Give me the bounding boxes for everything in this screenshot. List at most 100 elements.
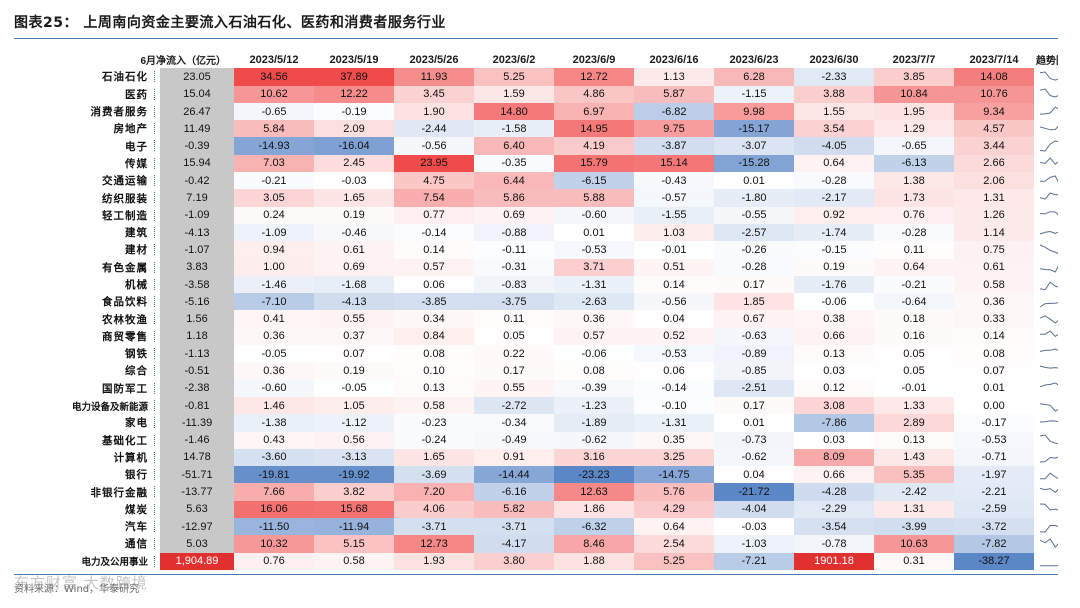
weekly-flow-cell: 1.55 — [794, 102, 874, 121]
june-net-inflow-cell: 15.94 — [160, 154, 234, 173]
trend-line — [1039, 192, 1058, 200]
weekly-flow-cell: 7.20 — [394, 483, 474, 501]
weekly-flow-cell: 1.05 — [314, 396, 394, 415]
trend-sparkline — [1039, 487, 1058, 494]
table-row: 机械 -3.58 -1.46 -1.68 0.06 -0.83 -1.31 0.14 0.17-… — [14, 275, 1058, 294]
june-net-inflow-cell: 26.47 — [160, 102, 234, 121]
weekly-flow-cell: -3.72 — [954, 518, 1034, 536]
weekly-flow-cell: -0.78 — [794, 535, 874, 553]
weekly-flow-cell: 12.73 — [394, 535, 474, 553]
weekly-flow-cell: 5.35 — [874, 466, 954, 484]
trend-sparkline-cell — [1034, 155, 1058, 172]
june-net-inflow-cell: 14.78 — [160, 448, 234, 467]
weekly-flow-cell: 0.08 — [394, 345, 474, 363]
weekly-flow-cell: -7.10 — [234, 293, 314, 311]
weekly-flow-cell: 0.58 — [394, 396, 474, 415]
table-header-row: 6月净流入（亿元） 2023/5/12 2023/5/19 2023/5/26 202… — [14, 51, 1058, 68]
weekly-flow-cell: 0.19 — [314, 206, 394, 224]
trend-sparkline-cell — [1034, 172, 1058, 189]
weekly-flow-cell: -14.44 — [474, 466, 554, 484]
weekly-flow-cell: -0.73 — [714, 431, 794, 449]
weekly-flow-cell: 11.93 — [394, 68, 474, 86]
weekly-flow-cell: -14.75 — [634, 466, 714, 484]
weekly-flow-cell: 23.95 — [394, 154, 474, 173]
weekly-flow-cell: -3.54 — [794, 518, 874, 536]
weekly-flow-cell: -3.99 — [874, 518, 954, 536]
weekly-flow-cell: -1.46 — [234, 275, 314, 294]
industry-label: 国防军工 — [14, 380, 160, 397]
trend-sparkline-cell — [1034, 483, 1058, 500]
june-net-inflow-cell: 1.56 — [160, 310, 234, 328]
table-row: 石油石化 23.05 34.56 37.89 11.93 5.25 12.72 1.13 6.2… — [14, 68, 1058, 86]
weekly-flow-cell: -1.09 — [234, 223, 314, 242]
industry-label: 纺织服装 — [14, 189, 160, 206]
weekly-flow-cell: 0.64 — [874, 258, 954, 276]
industry-label: 电子 — [14, 137, 160, 154]
weekly-flow-cell: 4.06 — [394, 500, 474, 519]
weekly-flow-cell: -0.55 — [714, 206, 794, 224]
trend-sparkline-cell — [1034, 276, 1058, 293]
trend-sparkline — [1039, 88, 1058, 98]
industry-label: 汽车 — [14, 518, 160, 535]
trend-sparkline — [1039, 125, 1058, 131]
trend-sparkline-cell — [1034, 86, 1058, 103]
weekly-flow-cell: 1.31 — [874, 500, 954, 519]
industry-label: 食品饮料 — [14, 293, 160, 310]
trend-sparkline — [1039, 230, 1058, 235]
weekly-flow-cell: 1.29 — [874, 120, 954, 138]
weekly-flow-cell: -0.21 — [234, 172, 314, 190]
industry-label: 石油石化 — [14, 68, 160, 85]
trend-sparkline — [1039, 330, 1058, 338]
weekly-flow-cell: 1.26 — [954, 206, 1034, 224]
weekly-flow-cell: 10.32 — [234, 535, 314, 553]
weekly-flow-cell: -15.17 — [714, 120, 794, 138]
weekly-flow-cell: -21.72 — [714, 483, 794, 501]
weekly-flow-cell: 1.93 — [394, 552, 474, 570]
trend-sparkline — [1039, 140, 1058, 152]
trend-line — [1039, 71, 1058, 81]
weekly-flow-cell: -0.64 — [874, 293, 954, 311]
weekly-flow-cell: 1.85 — [714, 293, 794, 311]
weekly-flow-cell: 6.40 — [474, 137, 554, 155]
column-header-date: 2023/5/26 — [409, 53, 459, 66]
trend-line — [1039, 538, 1058, 549]
weekly-flow-cell: 0.61 — [954, 258, 1034, 276]
weekly-flow-cell: 0.36 — [554, 310, 634, 328]
weekly-flow-cell: -2.29 — [794, 500, 874, 519]
weekly-flow-cell: -0.28 — [714, 258, 794, 276]
weekly-flow-cell: 0.14 — [634, 275, 714, 294]
weekly-flow-cell: -38.27 — [954, 552, 1034, 570]
june-net-inflow-cell: 3.83 — [160, 258, 234, 276]
weekly-flow-cell: 3.85 — [874, 68, 954, 86]
weekly-flow-cell: -11.50 — [234, 518, 314, 536]
june-net-inflow-cell: -0.81 — [160, 396, 234, 415]
trend-line — [1039, 420, 1058, 423]
industry-label: 商贸零售 — [14, 328, 160, 345]
industry-label: 建材 — [14, 241, 160, 258]
trend-sparkline — [1040, 565, 1058, 567]
weekly-flow-cell: 1.33 — [874, 396, 954, 415]
weekly-flow-cell: 3.25 — [634, 448, 714, 467]
weekly-flow-cell: -6.13 — [874, 154, 954, 173]
trend-sparkline — [1039, 211, 1058, 216]
trend-sparkline-cell — [1034, 414, 1058, 431]
weekly-flow-cell: 4.86 — [554, 85, 634, 103]
weekly-flow-cell: -19.81 — [234, 466, 314, 484]
weekly-flow-cell: 0.19 — [794, 258, 874, 276]
weekly-flow-cell: 2.66 — [954, 154, 1034, 173]
watermark: 东方财富 大数跨境 — [14, 574, 148, 592]
industry-label: 计算机 — [14, 449, 160, 466]
weekly-flow-cell: -3.71 — [394, 518, 474, 536]
trend-line — [1039, 330, 1058, 338]
weekly-flow-cell: 1.90 — [394, 102, 474, 121]
weekly-flow-cell: -0.65 — [874, 137, 954, 155]
weekly-flow-cell: -0.83 — [474, 275, 554, 294]
weekly-flow-cell: 0.13 — [394, 379, 474, 397]
weekly-flow-cell: -0.62 — [554, 431, 634, 449]
weekly-flow-cell: -0.28 — [794, 172, 874, 190]
weekly-flow-cell: 4.19 — [554, 137, 634, 155]
weekly-flow-cell: 12.63 — [554, 483, 634, 501]
weekly-flow-cell: 0.04 — [634, 310, 714, 328]
weekly-flow-cell: 0.24 — [234, 206, 314, 224]
weekly-flow-cell: 0.58 — [314, 552, 394, 570]
